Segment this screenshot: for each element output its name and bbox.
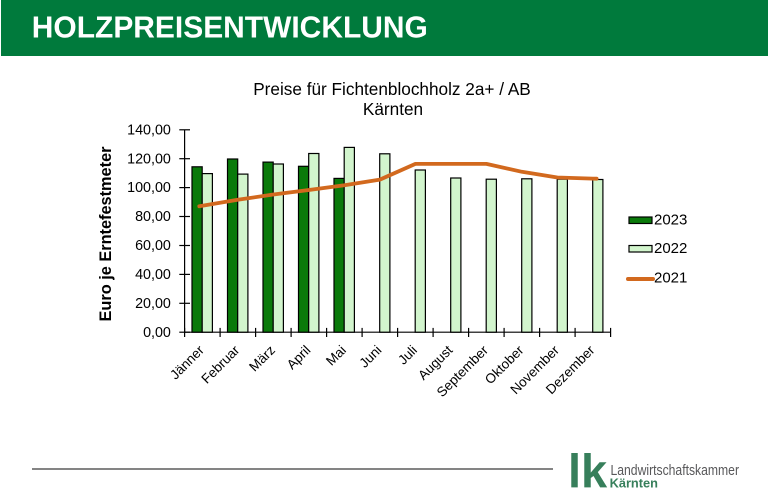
svg-text:2023: 2023 [654, 212, 687, 229]
svg-text:2021: 2021 [654, 270, 687, 287]
svg-text:HOLZPREISENTWICKLUNG: HOLZPREISENTWICKLUNG [32, 10, 428, 44]
svg-text:20,00: 20,00 [135, 296, 171, 312]
svg-text:80,00: 80,00 [135, 209, 171, 225]
svg-text:lk: lk [568, 445, 608, 498]
svg-text:Juni: Juni [356, 343, 384, 371]
svg-text:Preise für Fichtenblochholz 2a: Preise für Fichtenblochholz 2a+ / AB [253, 79, 531, 99]
svg-text:Mai: Mai [323, 343, 349, 369]
svg-text:Kärnten: Kärnten [610, 476, 659, 491]
svg-text:Februar: Februar [198, 342, 242, 386]
svg-text:60,00: 60,00 [135, 238, 171, 254]
svg-text:120,00: 120,00 [127, 151, 171, 167]
svg-text:März: März [246, 342, 278, 374]
svg-text:Euro je Erntefestmeter: Euro je Erntefestmeter [97, 146, 115, 322]
svg-text:100,00: 100,00 [127, 180, 171, 196]
svg-text:Juli: Juli [395, 343, 420, 368]
svg-text:2022: 2022 [654, 240, 687, 257]
svg-text:40,00: 40,00 [135, 267, 171, 283]
svg-text:0,00: 0,00 [143, 325, 171, 341]
svg-text:Landwirtschaftskammer: Landwirtschaftskammer [611, 463, 740, 479]
svg-text:April: April [284, 343, 314, 373]
svg-text:140,00: 140,00 [127, 122, 171, 138]
svg-text:Kärnten: Kärnten [363, 99, 423, 119]
